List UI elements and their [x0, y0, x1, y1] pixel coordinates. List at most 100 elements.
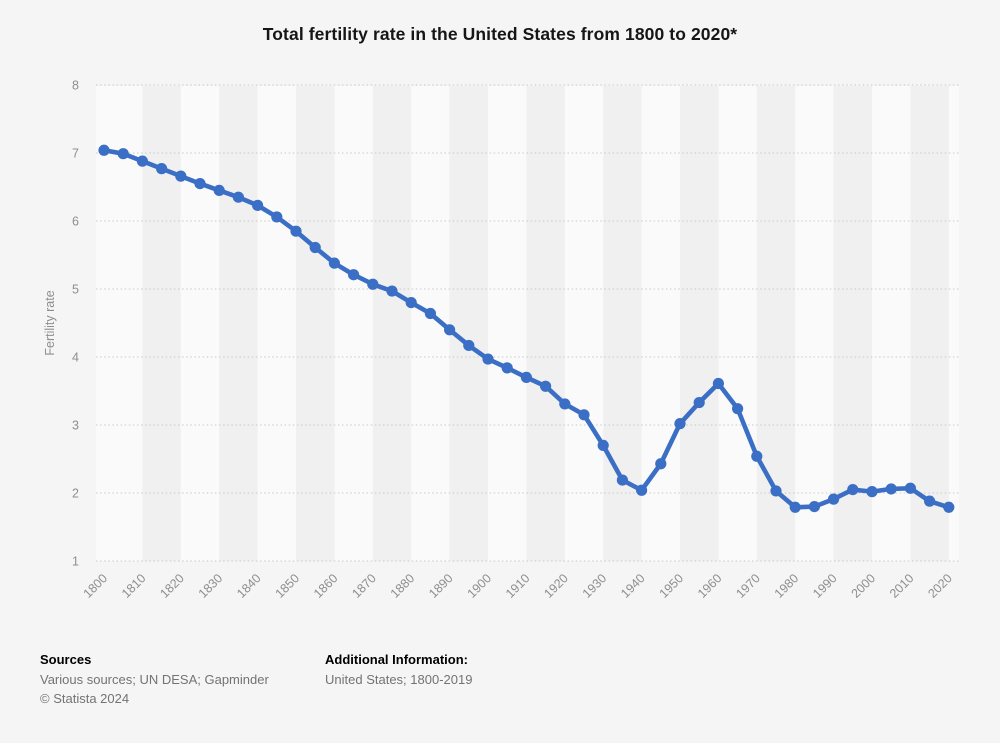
sources-text: Various sources; UN DESA; Gapminder	[40, 672, 269, 687]
y-tick-label: 4	[72, 351, 79, 365]
copyright-text: © Statista 2024	[40, 691, 130, 706]
decade-band	[334, 86, 373, 561]
decade-band	[910, 86, 949, 561]
decade-band	[219, 86, 258, 561]
data-point[interactable]	[559, 398, 571, 410]
data-point[interactable]	[444, 324, 456, 336]
decade-band	[564, 86, 604, 561]
data-point[interactable]	[693, 396, 705, 409]
data-point[interactable]	[213, 184, 225, 196]
data-point[interactable]	[540, 380, 552, 392]
decade-band	[718, 86, 757, 561]
x-tick-label: 1940	[618, 571, 648, 601]
decade-band	[449, 86, 488, 561]
x-tick-label: 1830	[196, 571, 226, 601]
decade-band	[372, 86, 412, 561]
data-point[interactable]	[367, 278, 379, 290]
decade-band	[833, 86, 872, 561]
data-point[interactable]	[98, 144, 110, 156]
decade-band	[142, 86, 181, 561]
data-point[interactable]	[674, 418, 686, 430]
decade-band	[795, 86, 834, 561]
x-tick-label: 1930	[580, 571, 610, 601]
data-point[interactable]	[271, 211, 283, 223]
data-point[interactable]	[904, 482, 917, 494]
data-point[interactable]	[616, 474, 629, 486]
x-tick-label: 1920	[541, 571, 571, 601]
data-point[interactable]	[252, 199, 264, 211]
y-tick-label: 8	[72, 79, 79, 93]
additional-info-text: United States; 1800-2019	[325, 672, 473, 687]
x-tick-label: 1910	[503, 571, 533, 601]
data-point[interactable]	[655, 458, 667, 470]
additional-info-block: Additional Information: United States; 1…	[325, 652, 472, 691]
data-point[interactable]	[463, 339, 475, 352]
decade-band	[641, 86, 680, 561]
x-tick-label: 1840	[234, 571, 264, 601]
decade-band	[96, 86, 143, 561]
data-point[interactable]	[156, 163, 168, 175]
data-point[interactable]	[885, 483, 897, 495]
x-tick-label: 1970	[733, 571, 763, 601]
data-point[interactable]	[866, 486, 878, 498]
decade-band	[948, 86, 959, 561]
data-point[interactable]	[175, 170, 187, 182]
data-point[interactable]	[194, 178, 206, 190]
data-point[interactable]	[712, 377, 725, 390]
additional-info-label: Additional Information:	[325, 652, 468, 667]
data-point[interactable]	[636, 484, 648, 496]
data-point[interactable]	[348, 269, 360, 281]
decade-band	[180, 86, 220, 561]
data-point[interactable]	[405, 297, 417, 309]
data-point[interactable]	[520, 371, 533, 383]
data-point[interactable]	[847, 484, 859, 496]
data-point[interactable]	[117, 148, 129, 160]
data-point[interactable]	[943, 501, 955, 513]
sources-block: Sources Various sources; UN DESA; Gapmin…	[40, 652, 269, 710]
chart-title: Total fertility rate in the United State…	[262, 24, 738, 44]
data-point[interactable]	[232, 191, 244, 203]
data-point[interactable]	[828, 493, 840, 505]
decade-band	[526, 86, 565, 561]
x-tick-label: 1900	[465, 571, 495, 601]
data-point[interactable]	[501, 362, 513, 374]
x-tick-label: 2020	[925, 571, 955, 601]
y-tick-label: 5	[72, 283, 79, 297]
decade-band	[680, 86, 719, 561]
x-tick-label: 1890	[426, 571, 456, 601]
data-point[interactable]	[290, 225, 302, 237]
x-tick-label: 1880	[388, 571, 418, 601]
decade-band	[756, 86, 796, 561]
data-point[interactable]	[597, 439, 609, 451]
data-point[interactable]	[482, 353, 494, 365]
x-tick-label: 1860	[311, 571, 341, 601]
decade-band	[296, 86, 335, 561]
data-point[interactable]	[751, 450, 763, 462]
sources-label: Sources	[40, 652, 92, 667]
data-point[interactable]	[732, 403, 744, 415]
y-tick-label: 7	[72, 147, 79, 161]
y-tick-label: 2	[72, 487, 79, 501]
x-tick-label: 1960	[695, 571, 725, 601]
data-point[interactable]	[309, 241, 321, 254]
y-axis-title: Fertility rate	[43, 290, 57, 355]
data-point[interactable]	[789, 501, 801, 513]
x-tick-label: 2000	[849, 571, 879, 601]
y-tick-label: 6	[72, 215, 79, 229]
data-point[interactable]	[808, 501, 821, 513]
data-point[interactable]	[424, 307, 436, 320]
x-tick-label: 1870	[349, 571, 379, 601]
x-tick-label: 1820	[157, 571, 187, 601]
data-point[interactable]	[386, 285, 398, 297]
decade-band	[872, 86, 911, 561]
data-point[interactable]	[578, 409, 590, 421]
x-tick-label: 1980	[772, 571, 802, 601]
data-point[interactable]	[136, 155, 148, 167]
data-point[interactable]	[328, 257, 340, 269]
x-tick-label: 1950	[657, 571, 687, 601]
data-point[interactable]	[770, 485, 782, 497]
decade-band	[257, 86, 296, 561]
x-tick-label: 1990	[810, 571, 840, 601]
data-point[interactable]	[924, 495, 936, 507]
x-tick-label: 1800	[81, 571, 111, 601]
